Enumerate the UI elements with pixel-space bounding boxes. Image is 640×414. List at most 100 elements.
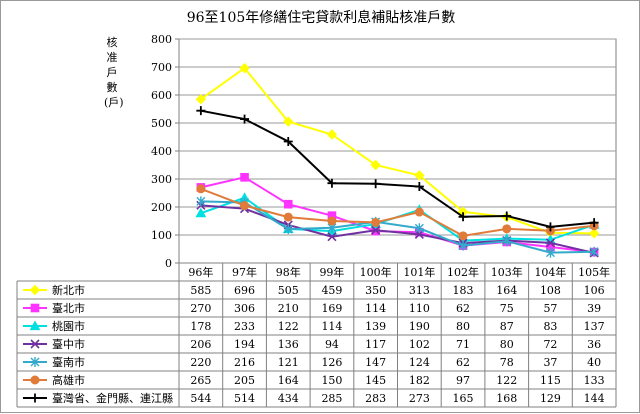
table-value: 97 [456,374,470,387]
legend-key [23,393,47,403]
table-value: 122 [496,374,517,387]
legend-label: 臺北市 [52,301,85,315]
table-value: 136 [278,338,299,351]
data-point [327,232,337,242]
x-tick-label: 102年 [447,265,479,279]
table-value: 205 [234,374,255,387]
table-value: 169 [321,302,342,315]
data-point [240,173,249,182]
table-value: 183 [453,284,474,297]
table-value: 87 [500,320,514,333]
data-point [195,207,207,218]
legend-marker [30,339,40,349]
table-value: 106 [584,284,605,297]
table-value: 285 [321,392,342,405]
data-point [240,201,250,211]
x-tick-label: 104年 [534,265,566,279]
y-tick-label: 100 [151,229,172,242]
data-point [283,136,293,146]
table-value: 78 [500,356,514,369]
legend-label: 桃園市 [52,319,85,333]
y-tick-label: 200 [151,201,172,214]
legend-label: 臺中市 [52,337,85,351]
table-value: 233 [234,320,255,333]
x-tick-label: 105年 [578,265,610,279]
table-value: 145 [365,374,386,387]
data-point [458,240,468,251]
data-point [414,182,424,192]
data-point [414,170,425,181]
x-tick-label: 101年 [403,265,435,279]
y-tick-label: 500 [151,117,172,130]
table-value: 178 [190,320,211,333]
legend-marker [30,357,40,367]
table-value: 80 [500,338,514,351]
data-point [458,212,468,222]
legend-key [23,320,47,331]
table-value: 505 [278,284,299,297]
table-value: 350 [365,284,386,297]
table-value: 144 [584,392,605,405]
table-value: 165 [453,392,474,405]
legend-key [23,303,47,313]
data-point [502,211,512,221]
y-axis-label: 核准戶數(戶) [104,36,124,109]
series-line [200,187,595,237]
table-value: 206 [190,338,211,351]
x-tick-label: 96年 [188,265,213,279]
table-value: 283 [365,392,386,405]
data-point [196,196,206,207]
table-value: 36 [587,338,601,351]
data-point [283,199,293,209]
data-point [196,184,206,194]
table-value: 80 [456,320,470,333]
legend-key [23,357,47,367]
table-value: 194 [234,338,255,351]
data-point [502,236,512,247]
table-value: 83 [543,320,557,333]
table-value: 102 [409,338,430,351]
table-value: 585 [190,284,211,297]
table-value: 133 [584,374,605,387]
data-point [502,224,512,234]
x-tick-label: 100年 [360,265,392,279]
legend-label: 臺南市 [52,355,85,369]
table-value: 434 [278,392,299,405]
x-tick-label: 103年 [491,265,523,279]
table-value: 306 [234,302,255,315]
legend-key [23,375,47,385]
data-point [371,179,381,189]
legend-marker [29,320,41,331]
y-tick-label: 0 [165,257,172,270]
legend-key [23,339,47,349]
y-tick-label: 400 [151,145,172,158]
x-tick-label: 98年 [276,265,301,279]
table-value: 114 [365,302,386,315]
y-tick-label: 300 [151,173,172,186]
legend-marker [30,303,40,313]
legend-marker [29,284,41,296]
data-point [370,159,381,171]
y-tick-label: 700 [151,61,172,74]
table-value: 39 [587,302,601,315]
table-value: 121 [278,356,299,369]
legend-marker [30,375,40,385]
table-value: 37 [543,356,557,369]
data-point [283,224,293,235]
table-value: 62 [456,356,470,369]
data-point [195,93,207,105]
data-point [458,231,468,241]
table-value: 122 [278,320,299,333]
legend-label: 高雄市 [52,373,85,387]
x-tick-label: 99年 [319,265,344,279]
y-tick-label: 800 [151,33,172,46]
data-point [589,218,599,228]
table-value: 137 [584,320,605,333]
table-value: 75 [500,302,514,315]
table-value: 115 [540,374,561,387]
table-value: 57 [543,302,557,315]
table-value: 216 [234,356,255,369]
table-value: 62 [456,302,470,315]
